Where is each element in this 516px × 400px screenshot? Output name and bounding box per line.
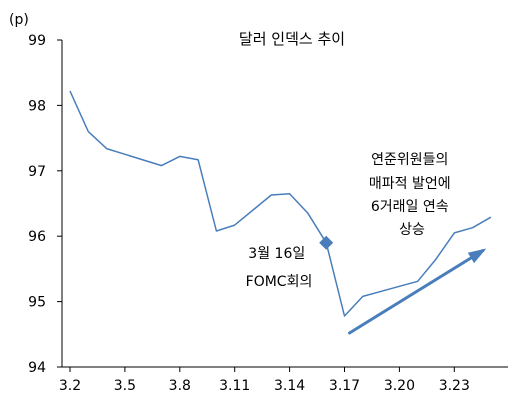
y-axis-unit-label: (p) (9, 12, 29, 28)
annotation-fomc-line-2: FOMC회의 (246, 274, 313, 290)
y-tick-label: 98 (28, 98, 46, 114)
x-tick-label: 3.2 (59, 378, 81, 394)
x-tick-label: 3.11 (219, 378, 250, 394)
annotation-fed-line-4: 상승 (399, 222, 425, 238)
trend-arrow-shaft (348, 249, 485, 335)
trend-arrow-head (467, 248, 487, 264)
annotation-fed-line-2: 매파적 발언에 (369, 176, 451, 192)
x-tick-labels: 3.2 3.5 3.8 3.11 3.14 3.17 3.20 3.23 (59, 378, 470, 394)
y-tick-labels: 94 95 96 97 98 99 (28, 33, 46, 376)
y-tick-label: 94 (28, 360, 46, 376)
annotation-fomc-line-1: 3월 16일 (248, 246, 305, 262)
annotation-fed-line-3: 6거래일 연속 (371, 199, 449, 215)
series-line (69, 90, 492, 317)
x-tick-label: 3.23 (439, 378, 470, 394)
annotation-fed-line-1: 연준위원들의 (371, 152, 448, 168)
y-tick-label: 99 (28, 33, 46, 49)
fomc-marker (319, 235, 334, 250)
trend-arrow-layer (348, 248, 487, 335)
axes (57, 39, 508, 372)
x-tick-label: 3.8 (169, 378, 191, 394)
y-tick-label: 97 (28, 164, 46, 180)
annotation-fed: 연준위원들의 매파적 발언에 6거래일 연속 상승 (369, 152, 455, 238)
y-tick-label: 96 (28, 229, 46, 245)
series-layer (69, 90, 492, 317)
chart-title: 달러 인덱스 추이 (239, 30, 345, 48)
x-tick-label: 3.20 (384, 378, 415, 394)
annotation-fomc: 3월 16일 FOMC회의 (246, 246, 313, 290)
y-tick-label: 95 (28, 295, 46, 311)
x-tick-label: 3.5 (114, 378, 136, 394)
x-tick-label: 3.14 (274, 378, 305, 394)
x-tick-label: 3.17 (329, 378, 360, 394)
